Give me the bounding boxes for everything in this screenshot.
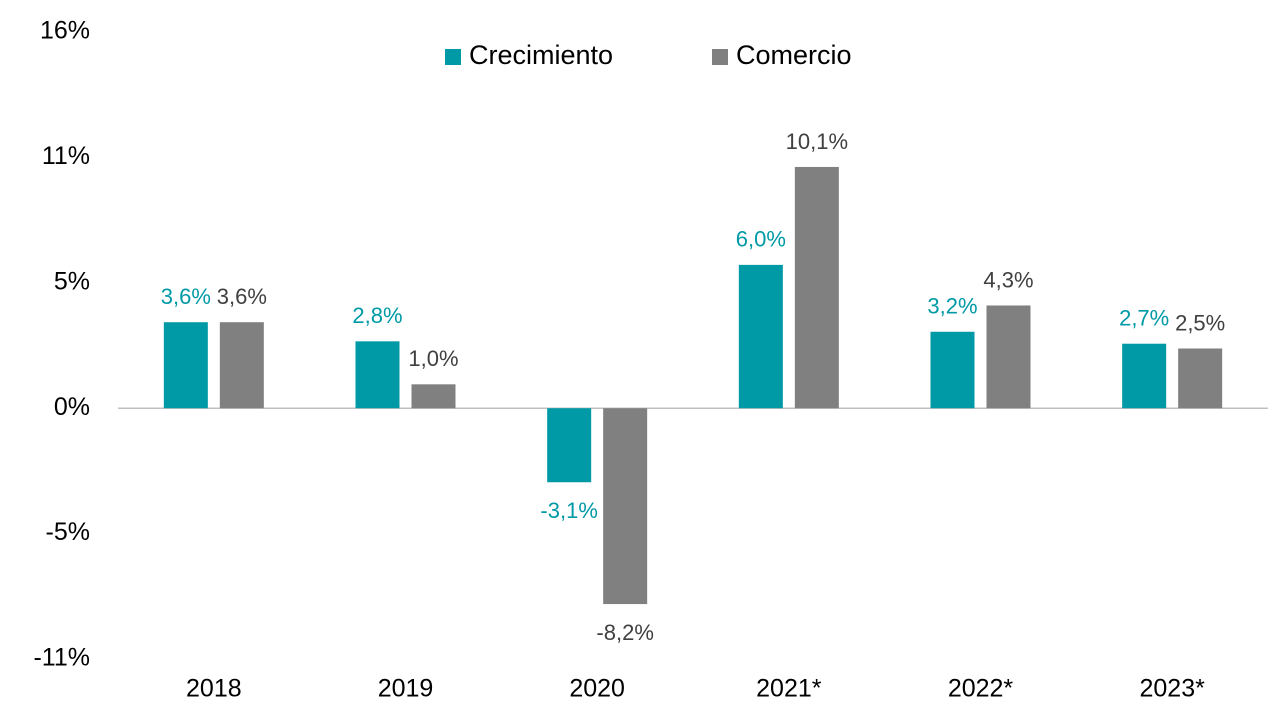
x-tick-label: 2022* (948, 675, 1014, 703)
bar (355, 341, 400, 409)
legend-swatch (712, 49, 728, 65)
data-label: 4,3% (983, 267, 1033, 292)
x-tick-label: 2019 (378, 675, 434, 703)
y-tick-label: 16% (40, 17, 90, 45)
bar (411, 384, 456, 409)
data-label: -3,1% (540, 498, 597, 523)
data-label: 2,7% (1119, 306, 1169, 331)
data-label: 2,5% (1175, 310, 1225, 335)
data-label: 6,0% (736, 227, 786, 252)
data-label: 1,0% (408, 346, 458, 371)
data-label: 3,6% (217, 284, 267, 309)
data-label: -8,2% (596, 620, 653, 645)
x-tick-label: 2021* (756, 675, 822, 703)
legend-label: Comercio (736, 40, 852, 70)
bar (1178, 348, 1223, 409)
bar (986, 305, 1031, 409)
x-tick-label: 2023* (1139, 675, 1205, 703)
data-label: 10,1% (786, 129, 848, 154)
bar (1122, 343, 1167, 409)
x-tick-label: 2020 (569, 675, 625, 703)
data-label: 3,6% (161, 284, 211, 309)
legend-label: Crecimiento (469, 40, 613, 70)
bar (163, 322, 208, 409)
bar (603, 408, 648, 605)
bar (794, 166, 839, 409)
bar (219, 322, 264, 409)
x-tick-label: 2018 (186, 675, 242, 703)
legend-swatch (445, 49, 461, 65)
bar (930, 331, 975, 409)
bar (738, 264, 783, 409)
y-tick-label: 0% (54, 393, 90, 421)
y-tick-label: -11% (33, 644, 90, 672)
y-tick-label: 5% (54, 267, 90, 295)
y-tick-label: 11% (42, 142, 90, 170)
data-label: 3,2% (927, 294, 977, 319)
data-label: 2,8% (352, 303, 402, 328)
bar (547, 408, 592, 483)
y-tick-label: -5% (46, 518, 90, 546)
